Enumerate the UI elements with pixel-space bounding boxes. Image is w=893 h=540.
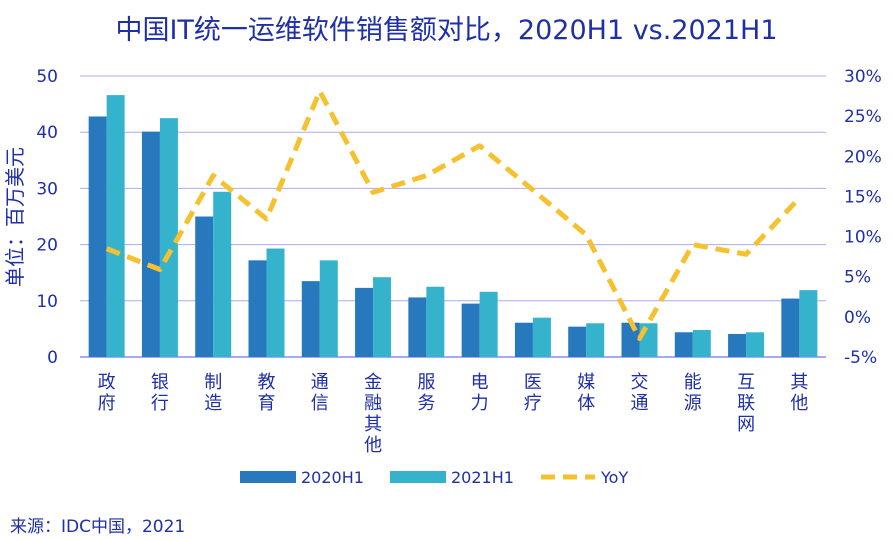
legend-label-yoy: YoY <box>600 468 628 487</box>
bar-2020h1 <box>621 322 640 357</box>
legend-label-2020h1: 2020H1 <box>301 468 364 487</box>
y-tick-label: 0 <box>47 348 58 368</box>
category-label: 金融其他 <box>364 372 382 456</box>
bar-2020h1 <box>461 303 480 357</box>
bar-2021h1 <box>799 290 818 357</box>
y2-tick-label: 30% <box>844 67 882 87</box>
category-label: 医疗 <box>524 372 542 414</box>
bar-2021h1 <box>266 248 285 357</box>
bar-2020h1 <box>88 116 107 358</box>
bar-2020h1 <box>141 131 160 357</box>
y2-tick-label: -5% <box>844 348 877 368</box>
y-tick-label: 50 <box>36 67 58 87</box>
yoy-series-line <box>105 88 802 342</box>
legend-label-2021h1: 2021H1 <box>451 468 514 487</box>
legend-swatch-2021h1 <box>390 471 446 483</box>
legend: 2020H1 2021H1 YoY <box>240 468 628 487</box>
category-label: 能源 <box>684 372 702 414</box>
y2-tick-label: 10% <box>844 228 882 248</box>
y-tick-label: 10 <box>36 292 58 312</box>
category-label: 电力 <box>471 372 489 414</box>
bar-2020h1 <box>301 281 320 357</box>
category-label: 政府 <box>98 372 116 414</box>
category-label: 通信 <box>311 372 329 414</box>
category-label: 交通 <box>631 372 649 414</box>
bar-2020h1 <box>781 298 800 357</box>
bar-2021h1 <box>746 332 765 357</box>
category-label: 媒体 <box>577 372 595 414</box>
bar-2020h1 <box>355 287 374 357</box>
y-tick-label: 30 <box>36 179 58 199</box>
bar-2020h1 <box>514 322 533 357</box>
bar-2020h1 <box>248 260 267 357</box>
bar-2021h1 <box>373 277 392 357</box>
yoy-line <box>105 88 802 342</box>
left-axis-ticks: 0 10 20 30 40 50 <box>36 67 58 368</box>
category-label: 制造 <box>204 372 222 414</box>
category-label: 互联网 <box>737 372 755 435</box>
category-label: 银行 <box>151 372 169 414</box>
y2-tick-label: 15% <box>844 187 882 207</box>
bar-2021h1 <box>319 260 338 357</box>
bar-2021h1 <box>479 291 498 357</box>
source-note: 来源：IDC中国，2021 <box>10 517 186 537</box>
bar-2020h1 <box>195 216 214 357</box>
bar-2021h1 <box>586 323 605 357</box>
y-tick-label: 40 <box>36 123 58 143</box>
y2-tick-label: 20% <box>844 147 882 167</box>
bar-2020h1 <box>408 297 427 357</box>
category-label: 服务 <box>417 372 435 414</box>
bars <box>88 95 818 358</box>
y-tick-label: 20 <box>36 236 58 256</box>
bar-2020h1 <box>728 333 747 357</box>
bar-2021h1 <box>692 330 711 357</box>
bar-2021h1 <box>213 191 232 357</box>
chart-title: 中国IT统一运维软件销售额对比，2020H1 vs.2021H1 <box>115 15 778 46</box>
category-label: 教育 <box>258 372 276 414</box>
bar-2021h1 <box>639 323 658 357</box>
category-label: 其他 <box>790 372 808 414</box>
y2-tick-label: 5% <box>844 268 871 288</box>
right-axis-ticks: -5% 0% 5% 10% 15% 20% 25% 30% <box>844 67 882 368</box>
legend-swatch-2020h1 <box>240 471 296 483</box>
y2-tick-label: 0% <box>844 308 871 328</box>
bar-2021h1 <box>532 317 551 357</box>
bar-2021h1 <box>159 118 178 358</box>
bar-2020h1 <box>568 326 587 357</box>
bar-2020h1 <box>674 332 693 357</box>
y-axis-title: 单位：百万美元 <box>3 147 27 287</box>
bar-2021h1 <box>426 286 445 357</box>
bar-2021h1 <box>106 95 125 357</box>
y2-tick-label: 25% <box>844 107 882 127</box>
